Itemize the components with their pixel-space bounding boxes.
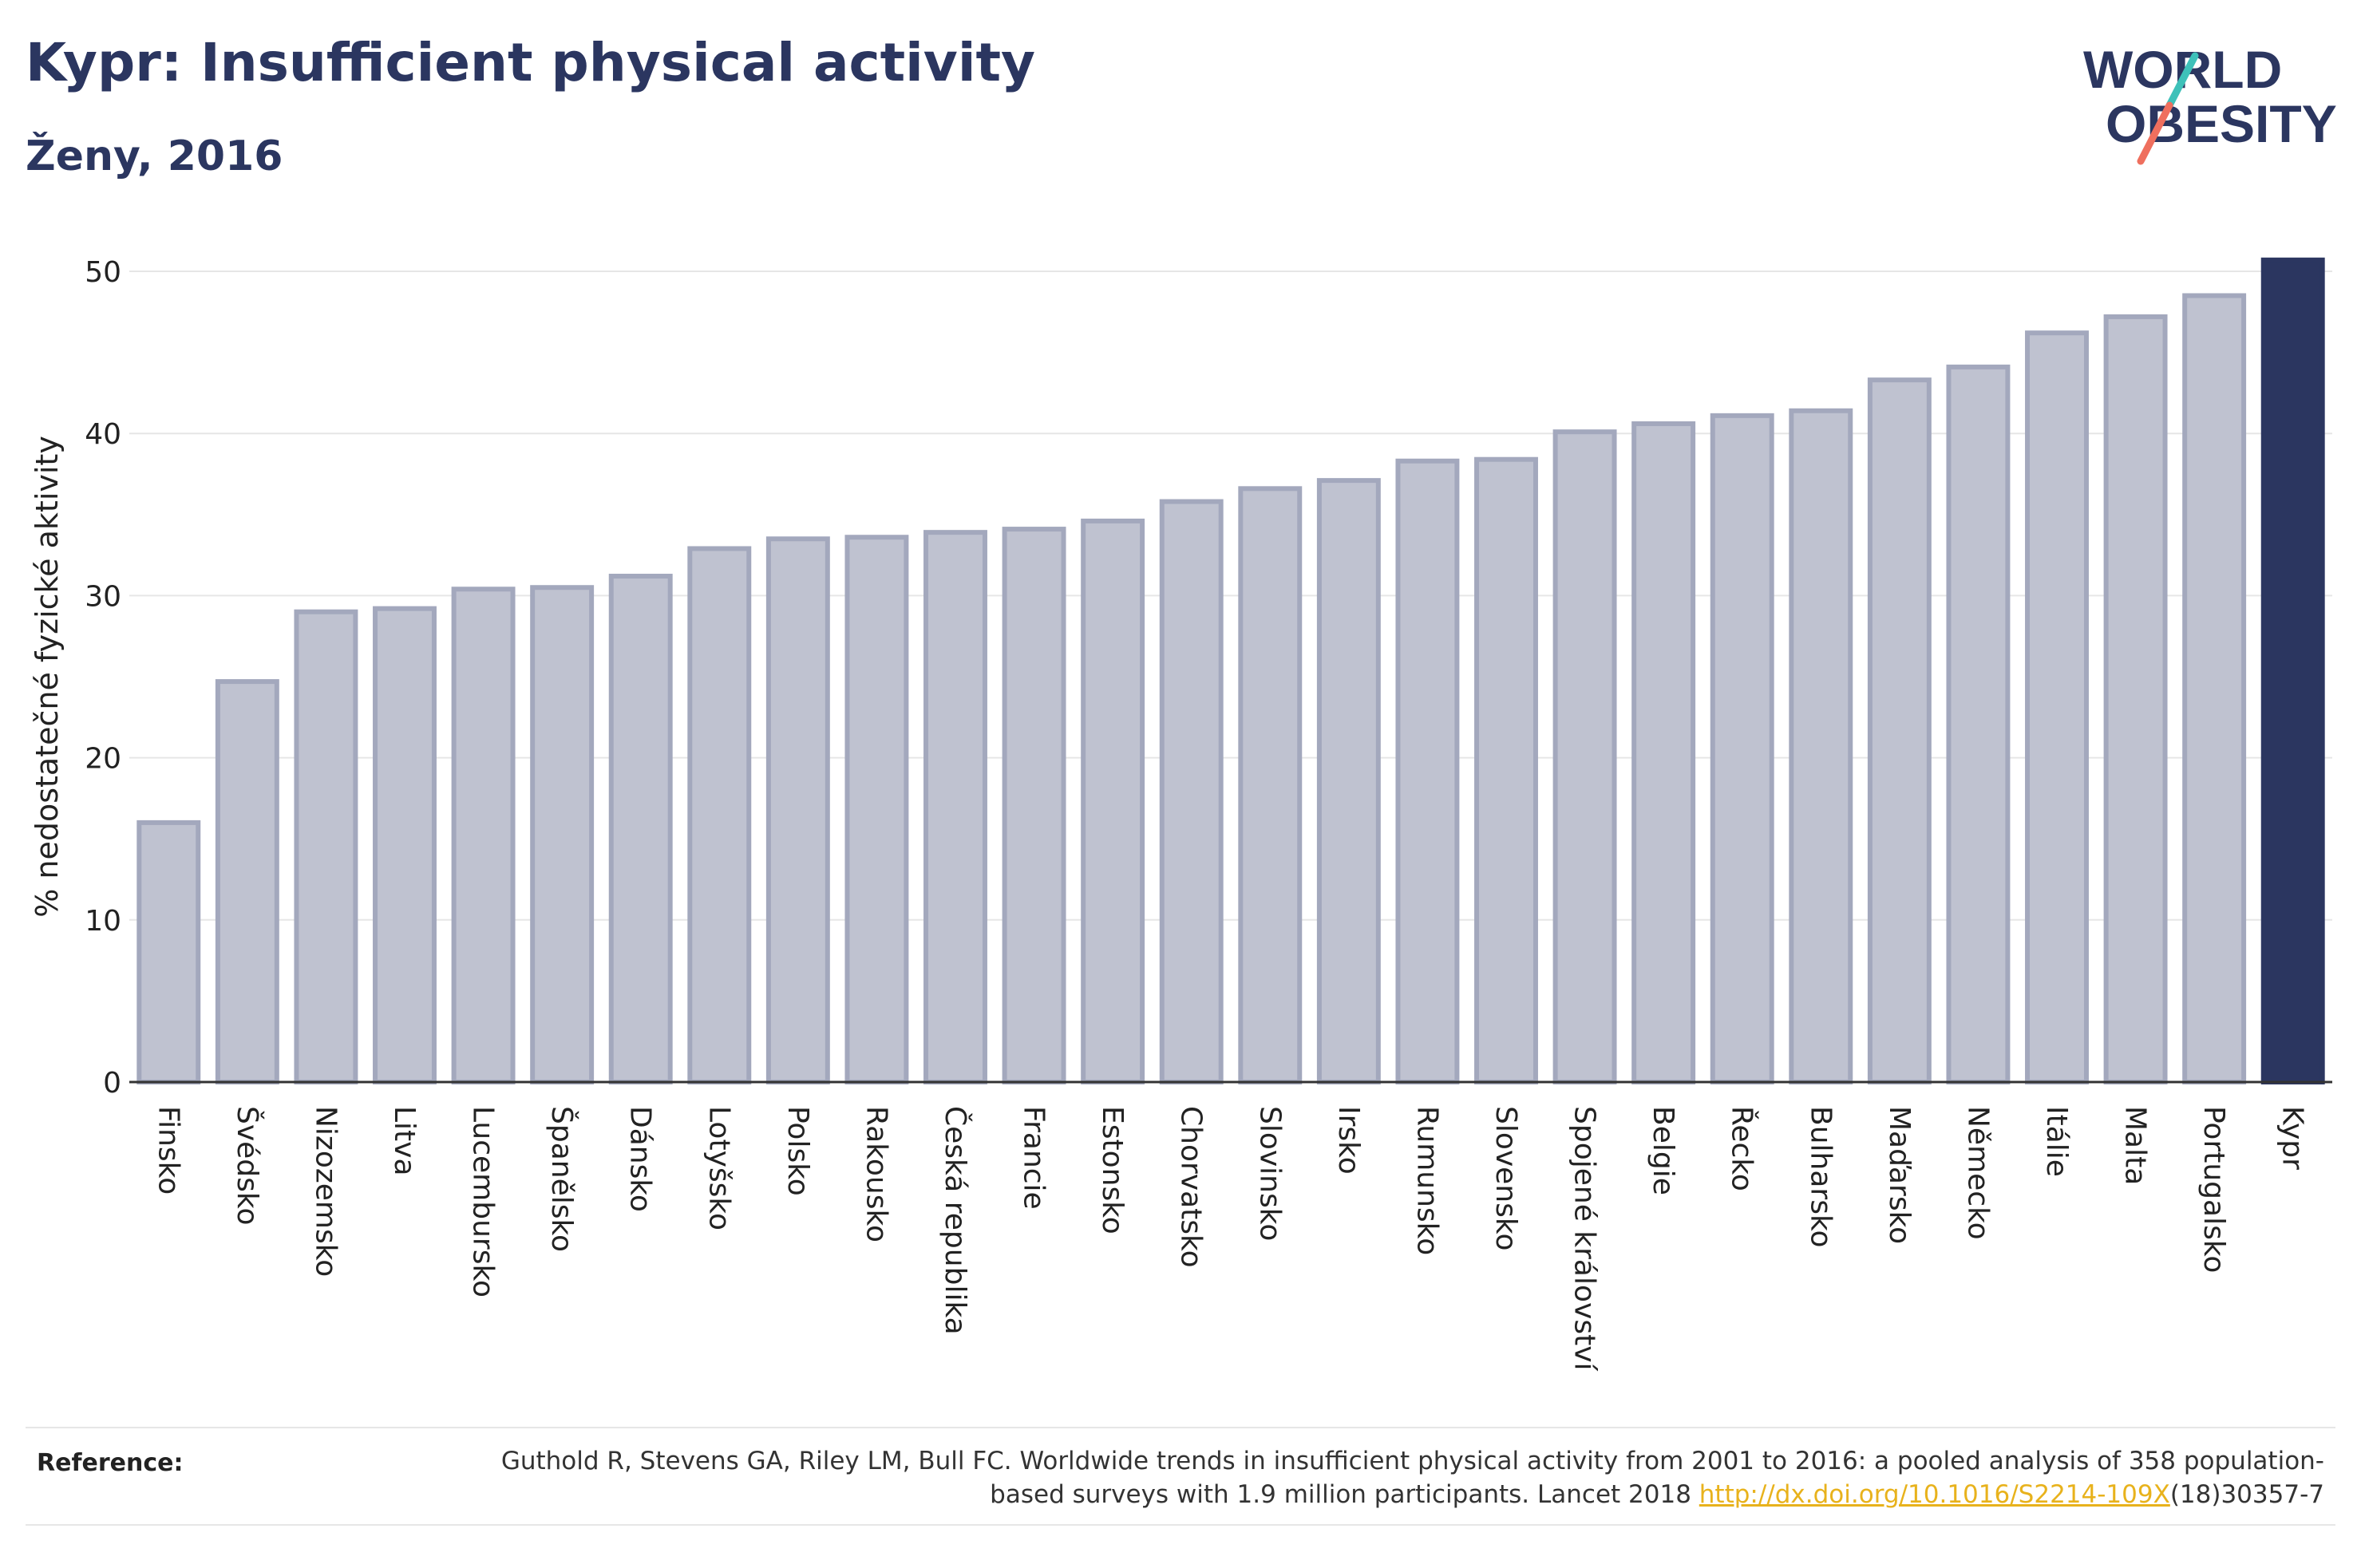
bar-česká-republika [923, 530, 987, 1084]
y-tick-label: 50 [85, 256, 121, 289]
bar-řecko [1710, 413, 1774, 1084]
bar-lotyšsko [687, 546, 752, 1084]
x-tick-label: Německo [1961, 1106, 1994, 1240]
x-tick-label: Česká republika [939, 1106, 972, 1335]
y-tick-label: 20 [85, 743, 121, 776]
logo-line-1: WORLD [2083, 40, 2282, 99]
x-tick-label: Švédsko [231, 1106, 264, 1226]
world-obesity-logo: WORLD OBESITY [2083, 40, 2337, 165]
bar-bulharsko [1789, 408, 1853, 1084]
bar-slovinsko [1238, 486, 1303, 1084]
x-tick-label: Rakousko [860, 1106, 892, 1242]
x-tick-label: Nizozemsko [309, 1106, 342, 1277]
y-tick-label: 40 [85, 418, 121, 451]
x-tick-label: Řecko [1726, 1106, 1759, 1191]
y-tick-label: 0 [103, 1067, 121, 1100]
x-tick-label: Estonsko [1096, 1106, 1129, 1234]
bar-švédsko [215, 679, 279, 1084]
y-tick-label: 10 [85, 905, 121, 938]
bar-rumunsko [1395, 458, 1460, 1084]
reference-text: Guthold R, Stevens GA, Riley LM, Bull FC… [488, 1444, 2324, 1511]
bar-nizozemsko [294, 609, 358, 1084]
x-tick-label: Itálie [2040, 1106, 2073, 1177]
bar-belgie [1631, 421, 1696, 1084]
logo-slash-teal [2165, 52, 2199, 109]
bar-chorvatsko [1159, 499, 1224, 1084]
reference-citation: Guthold R, Stevens GA, Riley LM, Bull FC… [500, 1447, 2324, 1509]
x-tick-label: Slovensko [1489, 1106, 1522, 1251]
x-tick-label: Polsko [781, 1106, 814, 1196]
bar-itálie [2025, 330, 2089, 1084]
bar-finsko [136, 820, 201, 1084]
bar-irsko [1316, 478, 1381, 1084]
x-tick-label: Litva [388, 1106, 421, 1176]
bar-polsko [765, 536, 830, 1084]
x-tick-label: Finsko [152, 1106, 184, 1195]
x-tick-label: Chorvatsko [1175, 1106, 1208, 1268]
bar-německo [1946, 364, 2011, 1084]
x-tick-label: Slovinsko [1253, 1106, 1286, 1241]
bar-rakousko [844, 535, 909, 1084]
reference-label: Reference: [37, 1449, 184, 1477]
bar-malta [2103, 314, 2168, 1084]
bar-spojené-království [1552, 429, 1617, 1084]
y-tick-label: 30 [85, 580, 121, 613]
x-tick-label: Portugalsko [2197, 1106, 2230, 1273]
x-tick-label: Lotyšsko [702, 1106, 735, 1230]
x-tick-label: Dánsko [624, 1106, 657, 1212]
bar-dánsko [608, 574, 673, 1084]
x-tick-label: Maďarsko [1883, 1106, 1916, 1244]
bar-slovensko [1474, 456, 1538, 1084]
bar-španělsko [530, 585, 595, 1084]
y-axis-title: % nedostatečné fyzické aktivity [30, 436, 65, 918]
bar-kypr [2260, 257, 2325, 1084]
reference-doi-link[interactable]: http://dx.doi.org/10.1016/S2214-109X [1699, 1480, 2170, 1509]
reference-footer: Reference: Guthold R, Stevens GA, Riley … [26, 1427, 2335, 1526]
bar-lucembursko [451, 587, 516, 1084]
x-tick-label: Francie [1018, 1106, 1050, 1210]
x-tick-label: Bulharsko [1804, 1106, 1837, 1248]
x-tick-label: Spojené království [1568, 1106, 1601, 1372]
x-tick-label: Lucembursko [467, 1106, 500, 1297]
logo-line-2: OBESITY [2106, 94, 2337, 153]
y-tick-labels: 0 10 20 30 40 50 [85, 256, 121, 1100]
x-tick-labels: Finsko Švédsko Nizozemsko Litva Lucembursko Š… [152, 1106, 2308, 1372]
x-tick-label: Rumunsko [1410, 1106, 1443, 1255]
bar-estonsko [1081, 518, 1145, 1084]
bar-portugalsko [2182, 293, 2247, 1085]
bar-chart: 0 10 20 30 40 50 Finsko Švédsko Nizozemsko Litva… [30, 256, 2332, 1372]
chart-title: Kypr: Insufficient physical activity [26, 32, 1036, 93]
x-tick-label: Kypr [2276, 1106, 2309, 1170]
x-tick-label: Malta [2119, 1106, 2152, 1185]
bars [136, 257, 2325, 1085]
logo-slash-coral [2137, 101, 2173, 165]
x-tick-label: Belgie [1647, 1106, 1679, 1195]
chart-subtitle: Ženy, 2016 [26, 132, 283, 180]
bar-francie [1002, 527, 1066, 1084]
x-tick-label: Irsko [1332, 1106, 1365, 1175]
bar-maďarsko [1867, 377, 1932, 1085]
reference-citation-end: (18)30357-7 [2169, 1480, 2324, 1509]
x-tick-label: Španělsko [545, 1106, 579, 1252]
bar-litva [373, 606, 437, 1084]
